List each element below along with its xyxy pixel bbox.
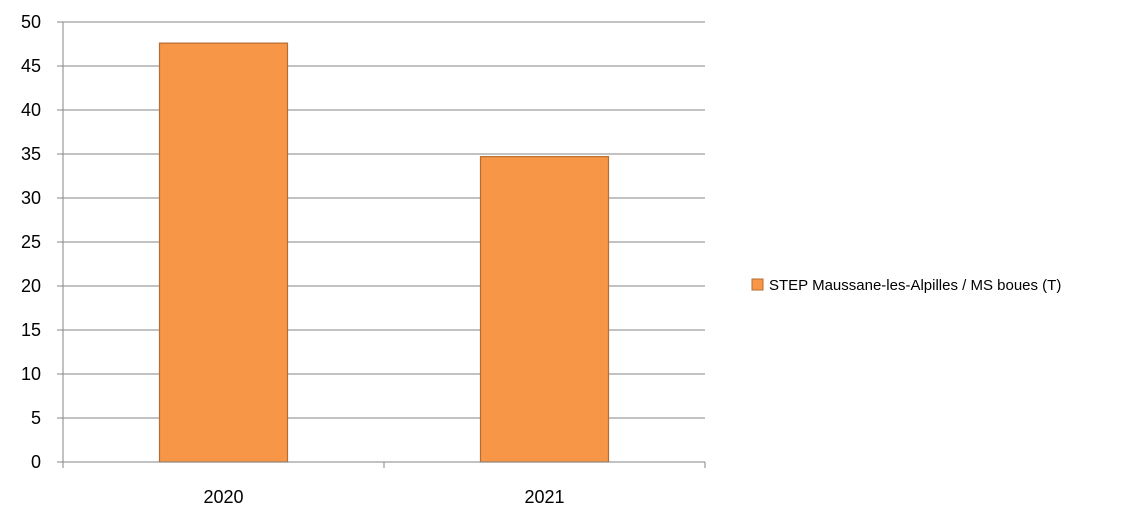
- y-tick-label: 30: [21, 188, 41, 208]
- legend-swatch: [751, 278, 764, 291]
- y-tick-label: 20: [21, 276, 41, 296]
- legend-label: STEP Maussane-les-Alpilles / MS boues (T…: [769, 277, 1061, 294]
- y-tick-label: 5: [31, 408, 41, 428]
- y-tick-label: 15: [21, 320, 41, 340]
- bars: [158, 42, 610, 463]
- y-tick-label: 45: [21, 56, 41, 76]
- y-tick-label: 10: [21, 364, 41, 384]
- x-axis-tick-labels: 2020 2021: [203, 487, 564, 507]
- y-tick-label: 0: [31, 452, 41, 472]
- y-axis-tick-labels: 0 5 10 15 20 25 30 35 40 45 50: [21, 12, 41, 472]
- y-tick-label: 50: [21, 12, 41, 32]
- x-tick-label: 2020: [203, 487, 243, 507]
- x-tick-label: 2021: [524, 487, 564, 507]
- y-tick-label: 25: [21, 232, 41, 252]
- y-tick-label: 40: [21, 100, 41, 120]
- legend: STEP Maussane-les-Alpilles / MS boues (T…: [751, 277, 1061, 294]
- y-tick-label: 35: [21, 144, 41, 164]
- axes: [62, 22, 706, 468]
- bar-2021: [479, 156, 610, 463]
- bar-2020: [158, 42, 289, 463]
